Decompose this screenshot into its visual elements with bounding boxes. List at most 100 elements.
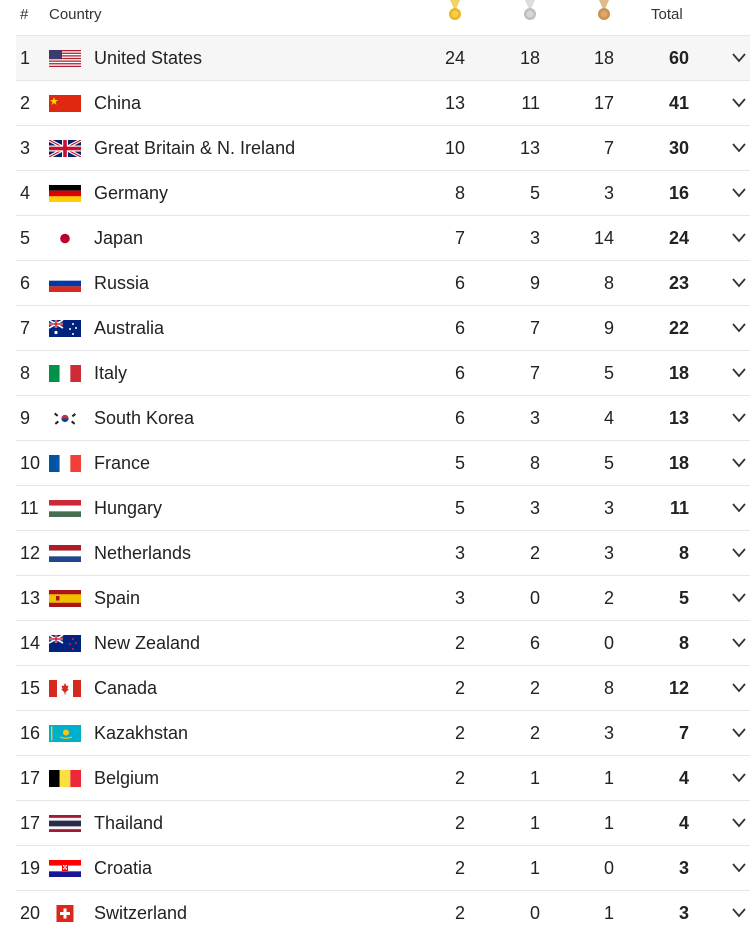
bronze-count: 0: [603, 633, 614, 653]
total-count: 24: [668, 228, 689, 248]
total-count: 11: [669, 498, 689, 518]
chevron-down-icon[interactable]: [731, 723, 747, 743]
table-row[interactable]: 16 Kazakhstan 2 2 3 7: [16, 710, 750, 755]
rank-cell: 4: [20, 183, 31, 203]
country-name: United States: [94, 48, 203, 68]
chevron-down-icon[interactable]: [731, 858, 747, 878]
table-row[interactable]: 3 Great Britain & N. Ireland 10 13 7 30: [16, 125, 750, 170]
silver-count: 1: [529, 858, 540, 878]
country-name: France: [94, 453, 151, 473]
country-name: Canada: [94, 678, 158, 698]
country-name: Germany: [94, 183, 169, 203]
chevron-down-icon[interactable]: [731, 588, 747, 608]
total-count: 16: [668, 183, 689, 203]
russia-flag-icon: [49, 275, 81, 292]
country-name: China: [94, 93, 142, 113]
silver-count: 5: [529, 183, 540, 203]
gold-count: 13: [444, 93, 465, 113]
total-count: 7: [678, 723, 689, 743]
total-count: 5: [678, 588, 689, 608]
chevron-down-icon[interactable]: [731, 93, 747, 113]
table-row[interactable]: 7 Australia 6 7 9 22: [16, 305, 750, 350]
table-row[interactable]: 4 Germany 8 5 3 16: [16, 170, 750, 215]
table-row[interactable]: 9 South Korea 6 3 4 13: [16, 395, 750, 440]
chevron-down-icon[interactable]: [731, 633, 747, 653]
silver-count: 6: [529, 633, 540, 653]
australia-flag-icon: [49, 320, 81, 337]
rank-cell: 14: [20, 633, 41, 653]
chevron-down-icon[interactable]: [731, 228, 747, 248]
spain-flag-icon: [49, 590, 81, 607]
table-row[interactable]: 5 Japan 7 3 14 24: [16, 215, 750, 260]
bronze-count: 3: [603, 543, 614, 563]
chevron-down-icon[interactable]: [731, 363, 747, 383]
table-row[interactable]: 10 France 5 8 5 18: [16, 440, 750, 485]
table-row[interactable]: 20 Switzerland 2 0 1 3: [16, 890, 750, 935]
country-name: Netherlands: [94, 543, 192, 563]
chevron-down-icon[interactable]: [731, 318, 747, 338]
gold-count: 5: [454, 498, 465, 518]
chevron-down-icon[interactable]: [731, 183, 747, 203]
country-name: Australia: [94, 318, 165, 338]
hungary-flag-icon: [49, 500, 81, 517]
country-name: Switzerland: [94, 903, 188, 923]
silver-count: 0: [529, 588, 540, 608]
chevron-down-icon[interactable]: [731, 498, 747, 518]
silver-count: 1: [529, 813, 540, 833]
table-row[interactable]: 1 United States 24 18 18 60: [16, 35, 750, 80]
table-row[interactable]: 8 Italy 6 7 5 18: [16, 350, 750, 395]
gold-count: 2: [454, 633, 465, 653]
chevron-down-icon[interactable]: [731, 408, 747, 428]
bronze-count: 9: [603, 318, 614, 338]
table-row[interactable]: 14 New Zealand 2 6 0 8: [16, 620, 750, 665]
gold-count: 6: [454, 273, 465, 293]
gold-count: 6: [454, 408, 465, 428]
table-row[interactable]: 17 Thailand 2 1 1 4: [16, 800, 750, 845]
uk-flag-icon: [49, 140, 81, 157]
gold-count: 2: [454, 813, 465, 833]
rank-cell: 7: [20, 318, 31, 338]
table-row[interactable]: 2 China 13 11 17 41: [16, 80, 750, 125]
total-count: 30: [668, 138, 689, 158]
chevron-down-icon[interactable]: [731, 48, 747, 68]
bronze-count: 8: [603, 678, 614, 698]
kazakhstan-flag-icon: [49, 725, 81, 742]
table-row[interactable]: 11 Hungary 5 3 3 11: [16, 485, 750, 530]
rank-cell: 8: [20, 363, 31, 383]
chevron-down-icon[interactable]: [731, 273, 747, 293]
gold-count: 2: [454, 858, 465, 878]
chevron-down-icon[interactable]: [731, 453, 747, 473]
table-row[interactable]: 6 Russia 6 9 8 23: [16, 260, 750, 305]
chevron-down-icon[interactable]: [731, 543, 747, 563]
table-row[interactable]: 19 Croatia 2 1 0 3: [16, 845, 750, 890]
germany-flag-icon: [49, 185, 81, 202]
chevron-down-icon[interactable]: [731, 903, 747, 923]
total-count: 4: [678, 813, 689, 833]
table-row[interactable]: 12 Netherlands 3 2 3 8: [16, 530, 750, 575]
bronze-count: 8: [603, 273, 614, 293]
table-row[interactable]: 17 Belgium 2 1 1 4: [16, 755, 750, 800]
total-count: 18: [668, 453, 689, 473]
table-row[interactable]: 15 Canada 2 2 8 12: [16, 665, 750, 710]
bronze-count: 0: [603, 858, 614, 878]
total-count: 3: [678, 858, 689, 878]
silver-count: 11: [521, 93, 540, 113]
gold-medal-icon: [444, 0, 466, 22]
bronze-count: 5: [603, 363, 614, 383]
silver-count: 9: [529, 273, 540, 293]
chevron-down-icon[interactable]: [731, 138, 747, 158]
gold-count: 2: [454, 723, 465, 743]
bronze-count: 7: [603, 138, 614, 158]
chevron-down-icon[interactable]: [731, 678, 747, 698]
total-count: 18: [668, 363, 689, 383]
chevron-down-icon[interactable]: [731, 813, 747, 833]
rank-cell: 17: [20, 813, 41, 833]
japan-flag-icon: [49, 230, 81, 247]
chevron-down-icon[interactable]: [731, 768, 747, 788]
silver-count: 18: [519, 48, 540, 68]
country-name: Croatia: [94, 858, 153, 878]
table-row[interactable]: 13 Spain 3 0 2 5: [16, 575, 750, 620]
gold-count: 24: [444, 48, 465, 68]
rank-cell: 10: [20, 453, 41, 473]
